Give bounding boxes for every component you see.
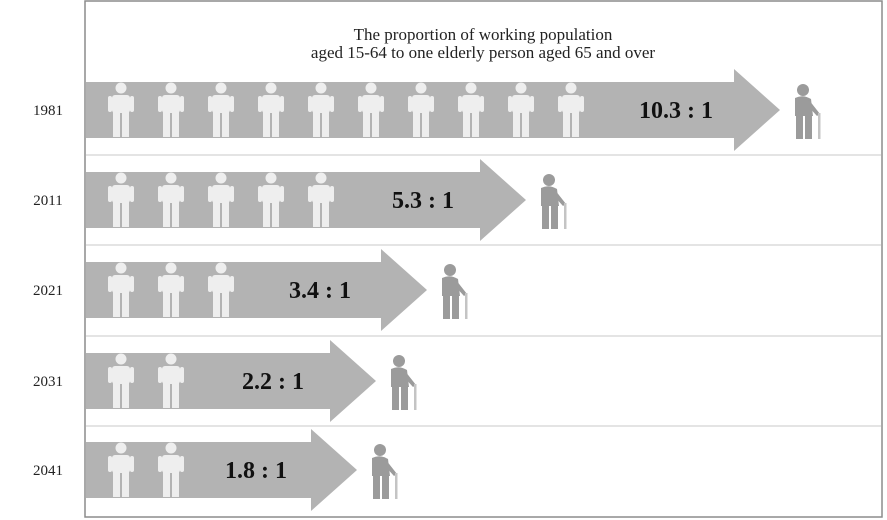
elderly-person-icon	[372, 444, 398, 499]
chart-title: The proportion of working population	[354, 25, 613, 44]
working-person-icon	[108, 262, 134, 317]
ratio-label: 5.3 : 1	[392, 188, 454, 214]
elderly-person-icon	[442, 264, 468, 319]
working-person-icon	[158, 353, 184, 408]
chart-subtitle: aged 15-64 to one elderly person aged 65…	[311, 43, 655, 62]
working-person-icon	[158, 172, 184, 227]
elderly-person-icon	[541, 174, 567, 229]
working-person-icon	[208, 262, 234, 317]
working-person-icon	[308, 82, 334, 137]
worker-icons	[108, 442, 184, 497]
ratio-label: 3.4 : 1	[289, 278, 351, 304]
working-person-icon	[158, 82, 184, 137]
working-person-icon	[358, 82, 384, 137]
working-person-icon	[158, 442, 184, 497]
working-person-icon	[108, 82, 134, 137]
ratio-label: 10.3 : 1	[639, 98, 713, 124]
ratio-arrow	[86, 340, 376, 422]
working-person-icon	[158, 262, 184, 317]
chart-rows: 1981 10.3 : 1 2011 5.3 : 1 2021 3.4 : 1 2031 2.…	[33, 69, 881, 511]
working-person-icon	[108, 442, 134, 497]
year-label: 2031	[33, 374, 63, 390]
ratio-label: 2.2 : 1	[242, 369, 304, 395]
working-person-icon	[508, 82, 534, 137]
working-person-icon	[558, 82, 584, 137]
year-label: 1981	[33, 103, 63, 119]
ratio-label: 1.8 : 1	[225, 458, 287, 484]
worker-icons	[108, 262, 234, 317]
elderly-person-icon	[391, 355, 417, 410]
working-person-icon	[258, 172, 284, 227]
year-label: 2021	[33, 283, 63, 299]
worker-icons	[108, 172, 334, 227]
working-person-icon	[458, 82, 484, 137]
working-person-icon	[208, 172, 234, 227]
worker-icons	[108, 82, 584, 137]
working-person-icon	[208, 82, 234, 137]
working-person-icon	[408, 82, 434, 137]
year-label: 2041	[33, 463, 63, 479]
ratio-arrow	[86, 429, 357, 511]
working-person-icon	[108, 172, 134, 227]
working-person-icon	[258, 82, 284, 137]
working-person-icon	[308, 172, 334, 227]
ratio-arrow	[86, 159, 526, 241]
year-label: 2011	[33, 193, 62, 209]
elderly-person-icon	[795, 84, 821, 139]
worker-icons	[108, 353, 184, 408]
chart-frame	[84, 0, 883, 518]
working-person-icon	[108, 353, 134, 408]
